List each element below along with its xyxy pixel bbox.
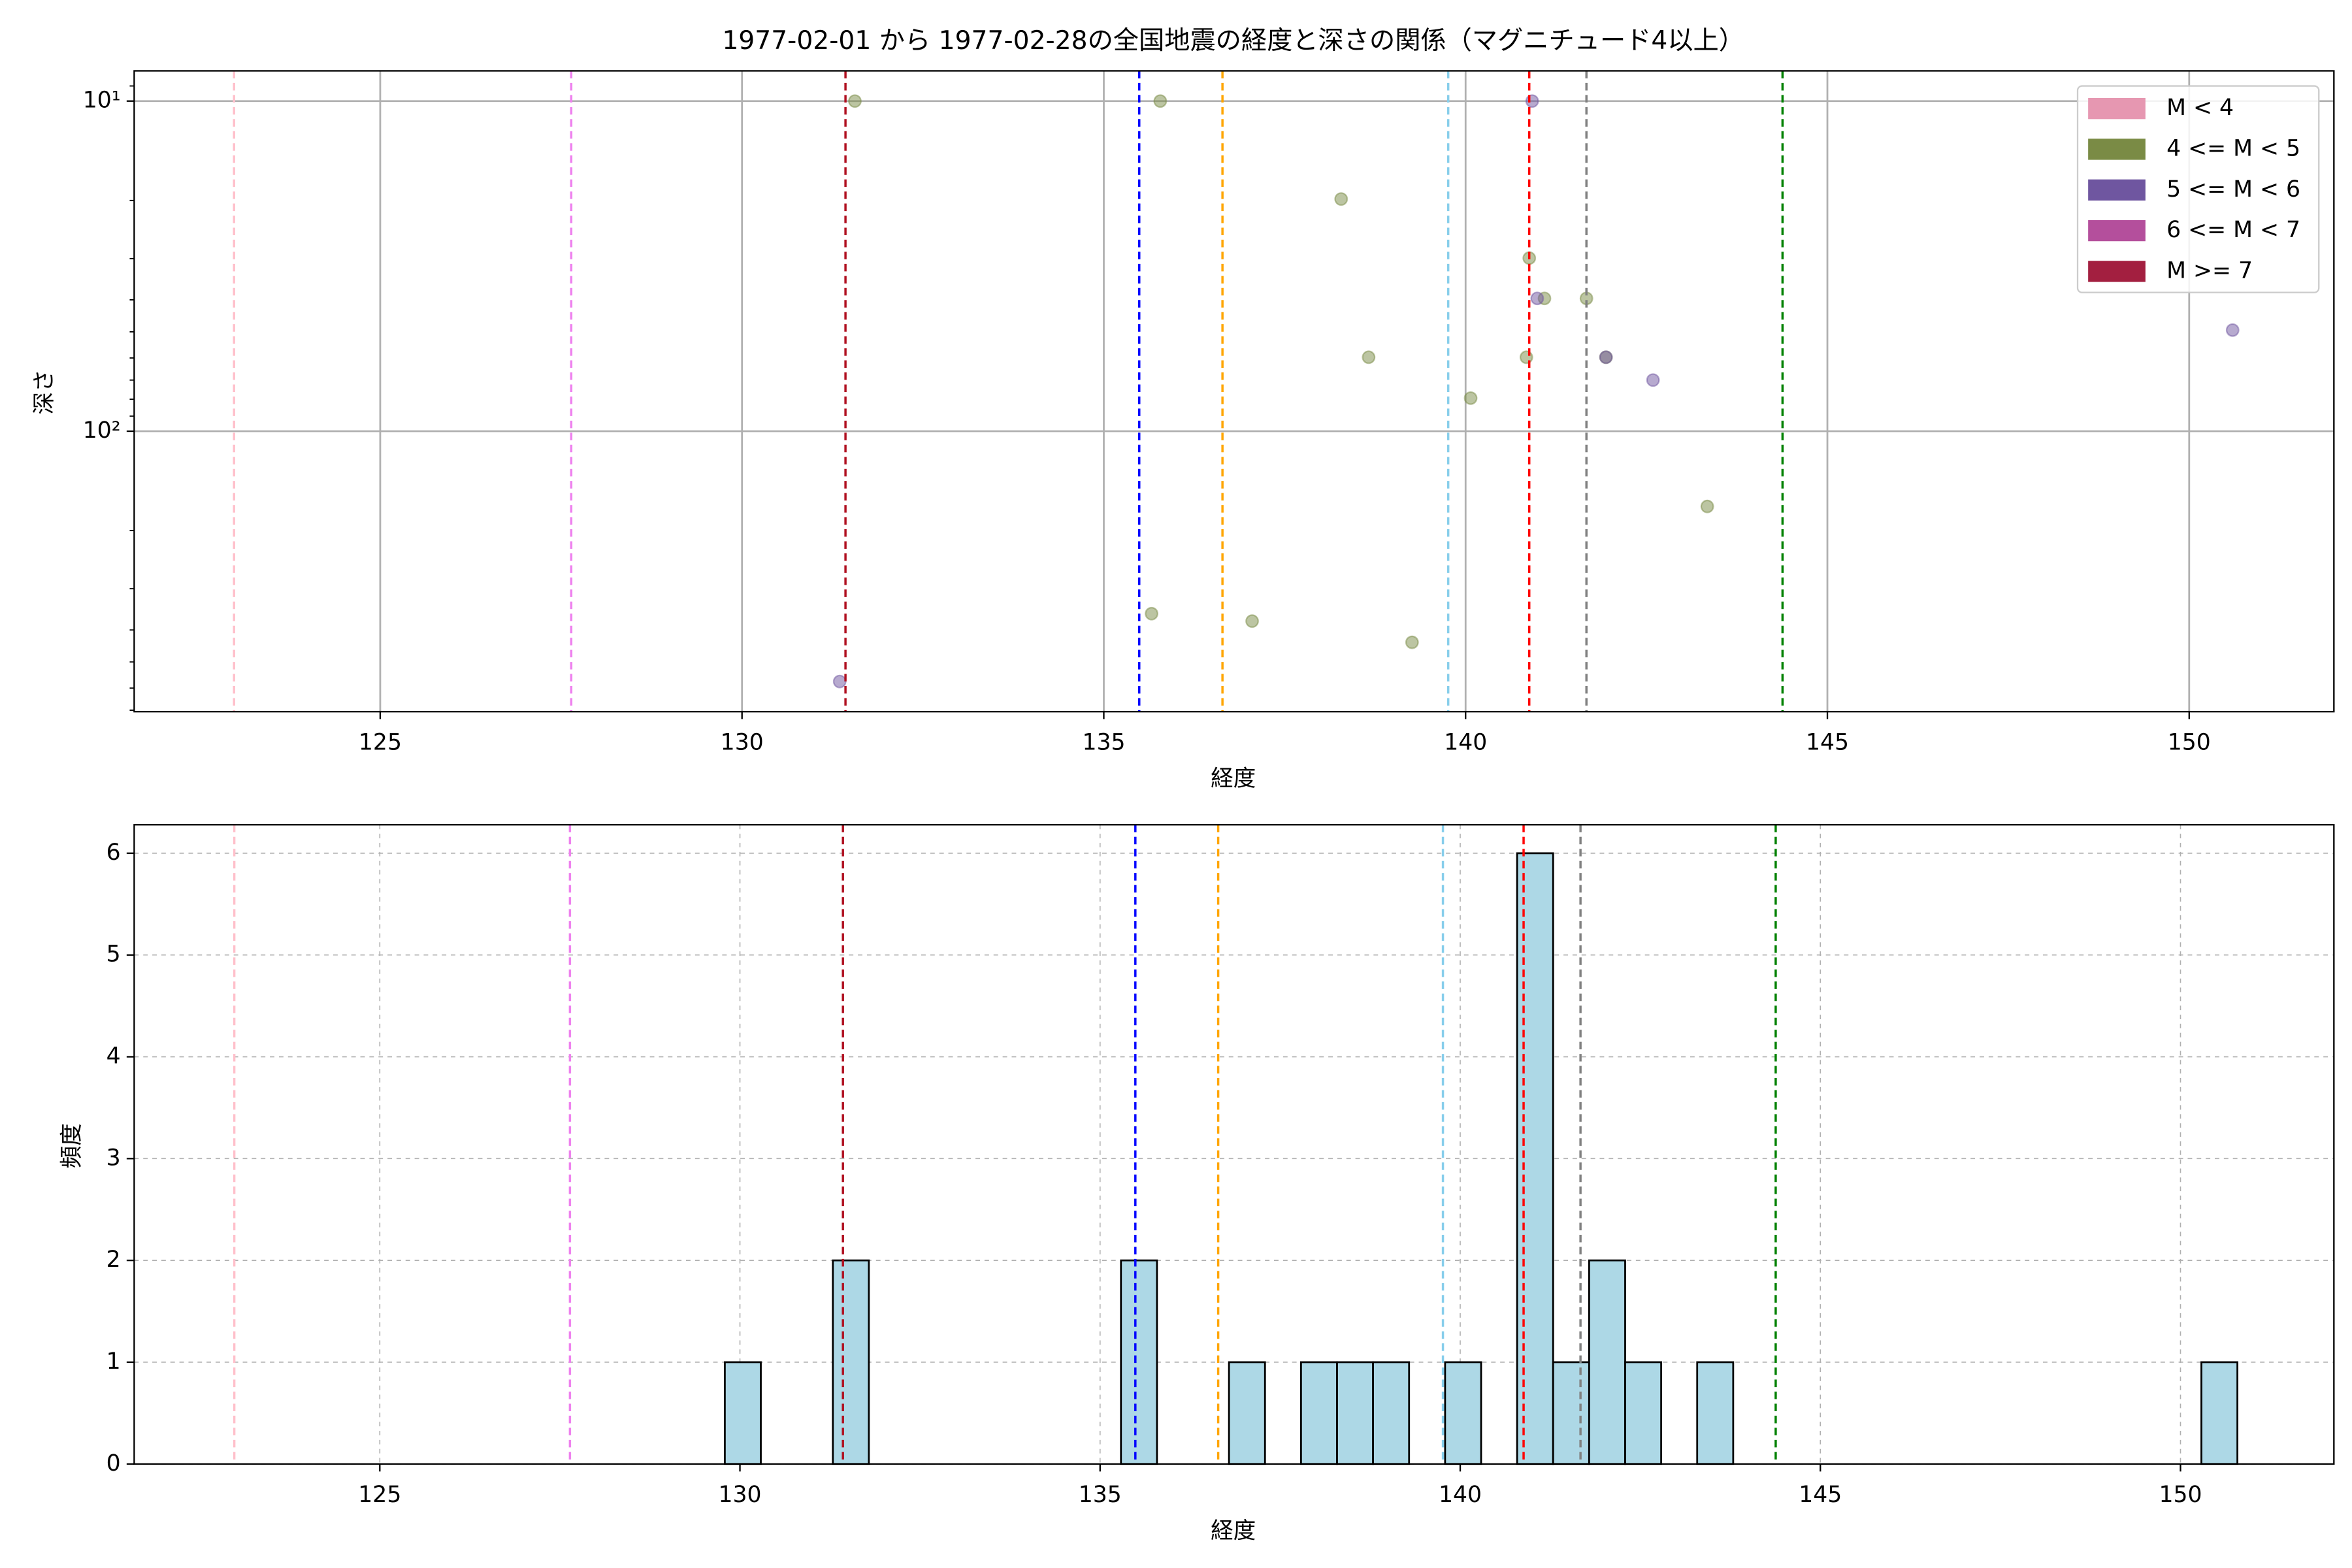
point (1463, 391, 1478, 405)
point (1519, 350, 1533, 365)
point (1334, 192, 1348, 206)
bar (1624, 1361, 1662, 1465)
point (1530, 291, 1544, 306)
y-tick-label: 4 (106, 1043, 121, 1070)
legend-label: M >= 7 (2166, 257, 2253, 284)
legend-swatch (2088, 139, 2146, 160)
legend-swatch (2088, 179, 2146, 201)
x-tick-label: 135 (1082, 730, 1125, 756)
legend-swatch (2088, 261, 2146, 282)
point (1145, 606, 1158, 621)
bar (1552, 1361, 1590, 1465)
y-tick-label: 10² (83, 417, 121, 444)
bar (1299, 1361, 1338, 1465)
y-axis-label: 頻度 (59, 1123, 85, 1168)
x-tick-label: 135 (1079, 1482, 1122, 1508)
axes-frame (133, 70, 2335, 713)
x-tick-label: 150 (2159, 1482, 2202, 1508)
y-tick-label: 3 (106, 1145, 121, 1171)
legend-swatch (2088, 98, 2146, 120)
legend-label: M < 4 (2166, 95, 2234, 121)
bar (1696, 1361, 1735, 1465)
x-tick-label: 145 (1806, 730, 1849, 756)
point (1405, 635, 1419, 649)
y-tick-label: 6 (106, 840, 121, 866)
point (1525, 94, 1539, 108)
point (1646, 373, 1660, 387)
bar (724, 1361, 762, 1465)
bar (1588, 1259, 1626, 1465)
legend-swatch (2088, 220, 2146, 242)
legend-label: 5 <= M < 6 (2166, 176, 2300, 203)
x-tick-label: 125 (359, 730, 402, 756)
y-axis-label: 深さ (31, 369, 57, 414)
bar (1336, 1361, 1375, 1465)
x-tick-label: 130 (721, 730, 764, 756)
x-tick-label: 145 (1799, 1482, 1842, 1508)
point (2225, 323, 2240, 337)
y-tick-label: 10¹ (83, 88, 121, 114)
x-tick-label: 125 (358, 1482, 401, 1508)
axes-frame (133, 824, 2335, 1465)
y-tick-label: 5 (106, 941, 121, 968)
point (1245, 614, 1259, 629)
point (1700, 499, 1714, 514)
y-tick-label: 2 (106, 1247, 121, 1273)
bar (832, 1259, 870, 1465)
legend-label: 4 <= M < 5 (2166, 135, 2300, 161)
x-tick-label: 140 (1439, 1482, 1482, 1508)
y-tick-label: 0 (106, 1450, 121, 1477)
legend-label: 6 <= M < 7 (2166, 217, 2300, 243)
point (1362, 350, 1376, 365)
x-tick-label: 150 (2168, 730, 2211, 756)
point (848, 94, 862, 108)
x-tick-label: 140 (1444, 730, 1487, 756)
x-axis-label: 経度 (1211, 766, 1256, 792)
chart-title: 1977-02-01 から 1977-02-28の全国地震の経度と深さの関係（マ… (722, 26, 1744, 56)
y-tick-label: 1 (106, 1348, 121, 1375)
x-axis-label: 経度 (1211, 1518, 1256, 1544)
bar (2200, 1361, 2238, 1465)
bar (1120, 1259, 1158, 1465)
bar (1228, 1361, 1266, 1465)
point (1599, 350, 1613, 365)
point (832, 674, 847, 689)
point (1153, 94, 1168, 108)
bar (1372, 1361, 1411, 1465)
x-tick-label: 130 (719, 1482, 762, 1508)
bar (1444, 1361, 1482, 1465)
